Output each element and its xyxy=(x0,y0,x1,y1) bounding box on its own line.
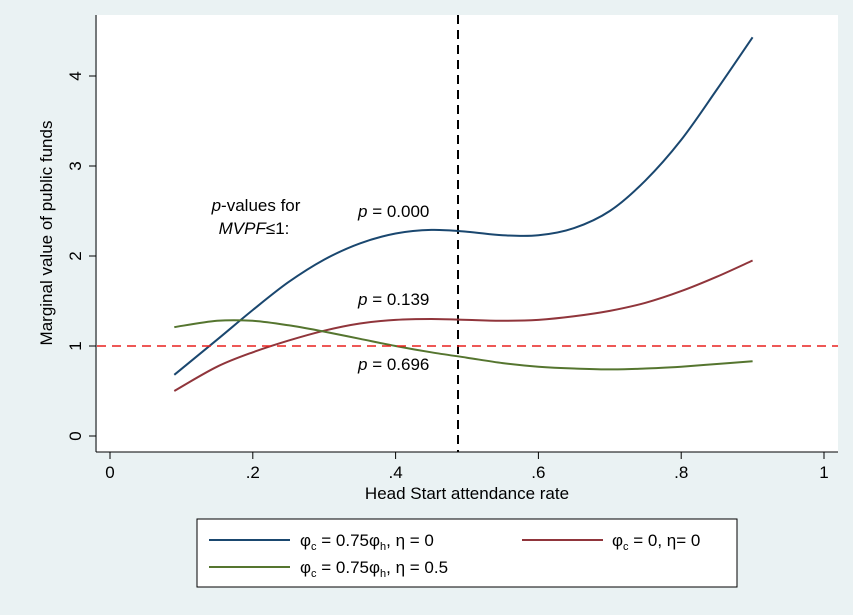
x-axis-title: Head Start attendance rate xyxy=(365,484,569,503)
pvalue-header-text: -values for xyxy=(221,196,301,215)
pvalue-value-1: = 0.000 xyxy=(367,202,429,221)
pvalue-value-3: = 0.696 xyxy=(367,355,429,374)
pvalue-p-3: p xyxy=(357,355,367,374)
y-axis-title: Marginal value of public funds xyxy=(37,121,56,346)
legend-label-2: φc = 0, η= 0 xyxy=(612,531,700,553)
pvalue-label-1: p = 0.000 xyxy=(357,202,429,221)
pvalue-label-3: p = 0.696 xyxy=(357,355,429,374)
legend: φc = 0.75φh, η = 0 φc = 0, η= 0 φc = 0.7… xyxy=(196,518,738,588)
pvalue-header-leq: ≤1: xyxy=(266,219,290,238)
y-tick-label: 0 xyxy=(66,431,85,440)
y-tick-label: 4 xyxy=(66,71,85,80)
x-tick-label: .4 xyxy=(389,463,403,482)
series-layer xyxy=(97,36,838,392)
pvalue-value-2: = 0.139 xyxy=(367,290,429,309)
pvalue-header-p: p xyxy=(211,196,221,215)
series-line-1 xyxy=(173,36,754,376)
x-tick-label: .2 xyxy=(246,463,260,482)
y-tick-label: 3 xyxy=(66,161,85,170)
pvalue-header-line1: p-values for xyxy=(211,196,301,215)
x-tick-label: .8 xyxy=(674,463,688,482)
pvalue-p-1: p xyxy=(357,202,367,221)
pvalue-label-2: p = 0.139 xyxy=(357,290,429,309)
y-tick-label: 1 xyxy=(66,341,85,350)
series-line-2 xyxy=(173,259,754,392)
pvalue-p-2: p xyxy=(357,290,367,309)
legend-label-3: φc = 0.75φh, η = 0.5 xyxy=(300,558,448,580)
pvalue-header-mvpf: MVPF xyxy=(219,219,268,238)
ticks-layer: 0 .2 .4 .6 .8 1 0 1 2 3 4 xyxy=(66,71,829,482)
legend-label-1: φc = 0.75φh, η = 0 xyxy=(300,531,434,553)
legend-box xyxy=(196,518,738,588)
series-line-3 xyxy=(174,319,753,371)
plot-area xyxy=(97,15,838,452)
x-tick-label: .6 xyxy=(531,463,545,482)
pvalue-header-line2: MVPF≤1: xyxy=(219,219,290,238)
x-tick-label: 0 xyxy=(105,463,114,482)
y-tick-label: 2 xyxy=(66,251,85,260)
x-tick-label: 1 xyxy=(819,463,828,482)
